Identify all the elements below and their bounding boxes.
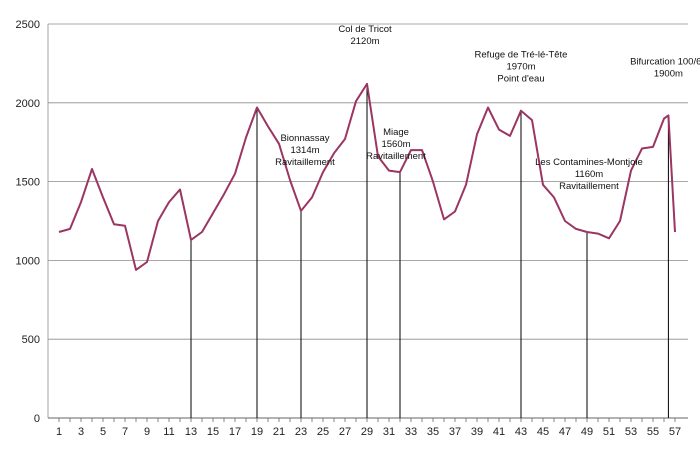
x-tick-label: 1 xyxy=(56,426,62,438)
x-tick-label: 23 xyxy=(295,426,307,438)
y-tick-label: 0 xyxy=(34,413,40,425)
x-tick-label: 49 xyxy=(581,426,593,438)
x-tick-label: 9 xyxy=(144,426,150,438)
x-tick-label: 29 xyxy=(361,426,373,438)
x-tick-label: 31 xyxy=(383,426,395,438)
annotation-label: Ravitaillement xyxy=(366,151,426,162)
marker-droplines xyxy=(190,83,669,418)
x-tick-label: 41 xyxy=(493,426,505,438)
x-tick-label: 51 xyxy=(603,426,615,438)
x-tick-label: 11 xyxy=(163,426,174,438)
x-tick-label: 57 xyxy=(669,426,681,438)
x-tick-label: 19 xyxy=(251,426,263,438)
annotation-label: Miage xyxy=(383,127,409,138)
x-tick-label: 55 xyxy=(647,426,659,438)
x-axis: 1 3 5 7 9 11 13 15 17 19 21 23 25 27 29 31 33 35 37 39 41 43 4… xyxy=(48,417,688,438)
x-tick-label: 27 xyxy=(339,426,351,438)
x-tick-label: 37 xyxy=(449,426,461,438)
annotation-label: 1970m xyxy=(506,62,535,73)
y-tick-label: 500 xyxy=(22,334,40,346)
annotation-label: Bifurcation 100/60 xyxy=(630,56,700,67)
elevation-line xyxy=(58,82,676,271)
series-elevation xyxy=(58,82,676,271)
annotation-label: Refuge de Tré-lé-Tête xyxy=(475,50,568,61)
x-tick-label: 17 xyxy=(229,426,241,438)
annotation-label: Ravitaillement xyxy=(275,157,335,168)
annotation-label: 1314m xyxy=(290,145,319,156)
annotation-label: 2120m xyxy=(350,36,379,47)
y-tick-label: 1000 xyxy=(16,255,40,267)
y-tick-label: 2500 xyxy=(16,19,40,31)
annotation-label: 1160m xyxy=(575,169,603,180)
annotation-label: Point d'eau xyxy=(497,74,544,85)
annotation-label: 1560m xyxy=(381,139,410,150)
annotation-label: Col de Tricot xyxy=(338,24,392,35)
x-tick-label: 21 xyxy=(273,426,285,438)
x-tick-label: 35 xyxy=(427,426,439,438)
x-tick-label: 7 xyxy=(122,426,128,438)
annotation-label: Les Contamines-Montjoie xyxy=(535,157,643,168)
y-axis: 0 500 1000 1500 2000 2500 xyxy=(16,19,49,425)
annotation-label: Bionnassay xyxy=(280,133,329,144)
x-tick-label: 45 xyxy=(537,426,549,438)
x-tick-label: 47 xyxy=(559,426,571,438)
x-tick-label: 39 xyxy=(471,426,483,438)
x-tick-label: 13 xyxy=(185,426,197,438)
x-tick-label: 33 xyxy=(405,426,417,438)
annotation-label: Ravitaillement xyxy=(559,181,619,192)
x-tick-label: 15 xyxy=(207,426,219,438)
x-tick-label: 53 xyxy=(625,426,637,438)
x-tick-label: 25 xyxy=(317,426,329,438)
x-tick-label: 5 xyxy=(100,426,106,438)
y-tick-label: 1500 xyxy=(16,177,40,189)
y-tick-label: 2000 xyxy=(16,98,40,110)
x-tick-label: 3 xyxy=(78,426,84,438)
x-tick-label: 43 xyxy=(515,426,527,438)
annotation-label: 1900m xyxy=(654,68,683,79)
